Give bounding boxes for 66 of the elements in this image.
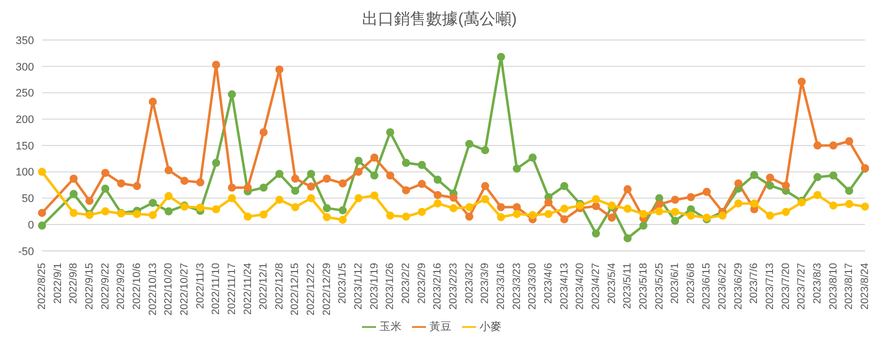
x-tick-label: 2023/3/16 (494, 262, 507, 310)
x-tick-label: 2022/9/22 (99, 262, 112, 310)
x-tick-label: 2023/6/8 (684, 262, 697, 304)
y-tick-label: 50 (22, 193, 34, 206)
y-tick-label: -50 (18, 246, 34, 258)
x-tick-label: 2022/12/29 (320, 262, 333, 316)
y-tick-label: 350 (16, 34, 34, 47)
x-tick-label: 2022/9/15 (83, 262, 96, 310)
x-tick-label: 2023/8/24 (859, 262, 871, 310)
y-tick-label: 150 (16, 140, 34, 152)
x-tick-label: 2022/9/1 (52, 262, 64, 304)
x-tick-label: 2022/10/20 (162, 262, 175, 316)
x-tick-label: 2023/1/12 (352, 262, 365, 310)
x-tick-label: 2023/3/23 (510, 262, 523, 310)
x-tick-label: 2023/4/13 (558, 262, 570, 310)
x-tick-label: 2022/10/27 (178, 262, 190, 316)
x-tick-label: 2022/11/10 (210, 262, 222, 315)
y-tick-label: 200 (16, 114, 34, 126)
y-tick-label: 0 (28, 219, 34, 232)
y-tick-label: 300 (16, 61, 34, 74)
x-tick-label: 2023/5/4 (606, 262, 618, 304)
x-tick-label: 2023/6/22 (716, 262, 729, 310)
x-tick-label: 2023/7/6 (748, 262, 760, 304)
legend-label: 黃豆 (430, 320, 452, 333)
x-tick-label: 2023/3/9 (479, 262, 492, 304)
x-tick-label: 2022/9/8 (68, 262, 80, 304)
x-tick-label: 2023/2/2 (400, 262, 412, 304)
x-tick-label: 2022/11/3 (194, 262, 206, 309)
x-tick-label: 2022/11/24 (242, 262, 254, 315)
x-tick-label: 2023/5/11 (622, 262, 634, 309)
x-tick-label: 2022/12/15 (289, 262, 302, 316)
chart-title: 出口銷售數據(萬公噸) (361, 10, 518, 30)
x-tick-label: 2023/7/20 (780, 262, 792, 310)
x-tick-label: 2022/8/25 (36, 262, 48, 310)
x-tick-label: 2023/1/19 (368, 262, 380, 310)
x-tick-label: 2023/1/5 (336, 262, 349, 304)
x-tick-label: 2023/4/20 (574, 262, 586, 310)
y-tick-label: 100 (16, 166, 34, 179)
x-tick-label: 2023/4/6 (542, 262, 554, 304)
x-tick-label: 2023/8/17 (843, 262, 856, 310)
x-tick-label: 2023/7/27 (796, 262, 808, 310)
x-tick-label: 2023/6/1 (669, 262, 682, 304)
x-tick-label: 2023/5/25 (653, 262, 666, 310)
legend-label: 玉米 (380, 320, 402, 333)
legend-label: 小麥 (480, 320, 502, 333)
x-tick-label: 2023/2/9 (416, 262, 428, 304)
x-tick-label: 2022/10/6 (130, 262, 143, 310)
x-tick-label: 2023/8/10 (827, 262, 840, 310)
x-tick-label: 2023/5/18 (637, 262, 650, 310)
x-tick-label: 2023/7/13 (764, 262, 776, 310)
x-tick-label: 2023/6/29 (732, 262, 744, 310)
x-tick-label: 2022/11/17 (226, 262, 238, 315)
x-tick-label: 2023/8/3 (812, 262, 824, 304)
x-tick-label: 2022/12/8 (273, 262, 286, 310)
x-tick-label: 2023/2/16 (432, 262, 444, 310)
x-tick-label: 2023/1/26 (384, 262, 396, 310)
x-tick-label: 2023/4/27 (590, 262, 602, 310)
x-tick-label: 2023/6/15 (700, 262, 713, 310)
x-tick-label: 2022/12/22 (305, 262, 318, 316)
y-tick-label: 250 (16, 88, 34, 100)
x-tick-label: 2022/9/29 (115, 262, 128, 310)
x-tick-label: 2022/12/1 (258, 262, 270, 310)
x-tick-label: 2023/2/23 (448, 262, 460, 310)
x-tick-label: 2022/10/13 (146, 262, 159, 316)
x-tick-label: 2023/3/30 (526, 262, 539, 310)
x-tick-label: 2023/3/2 (463, 262, 476, 304)
